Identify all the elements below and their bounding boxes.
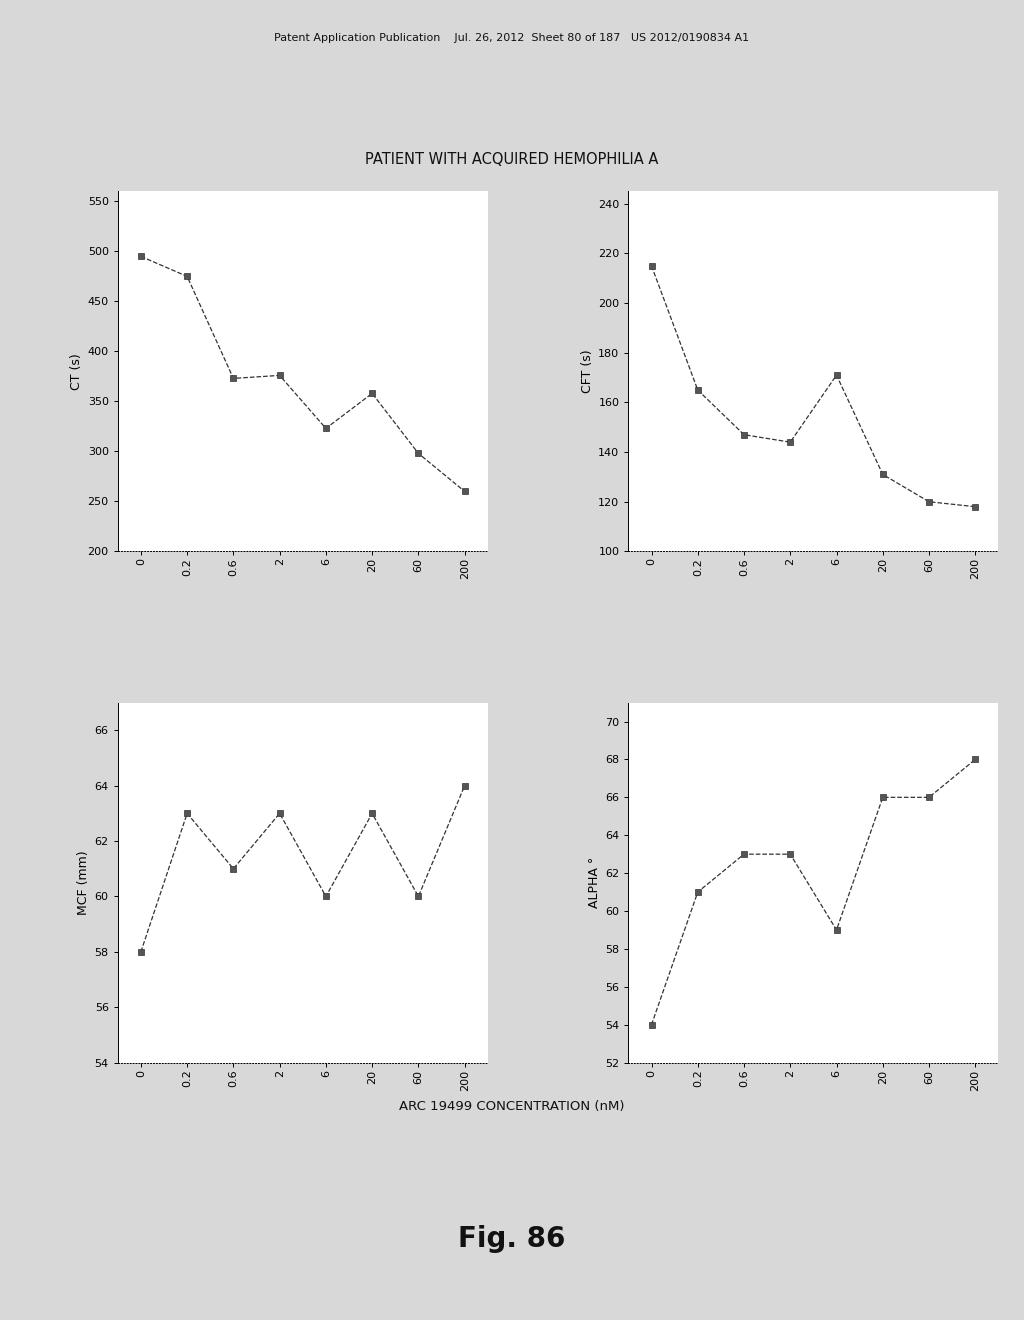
Y-axis label: ALPHA °: ALPHA °	[588, 857, 601, 908]
Text: Fig. 86: Fig. 86	[459, 1225, 565, 1253]
Text: Patent Application Publication    Jul. 26, 2012  Sheet 80 of 187   US 2012/01908: Patent Application Publication Jul. 26, …	[274, 33, 750, 44]
Y-axis label: CT (s): CT (s)	[71, 352, 83, 389]
Y-axis label: MCF (mm): MCF (mm)	[78, 850, 90, 915]
Y-axis label: CFT (s): CFT (s)	[581, 350, 594, 393]
Text: ARC 19499 CONCENTRATION (nM): ARC 19499 CONCENTRATION (nM)	[399, 1100, 625, 1113]
Text: PATIENT WITH ACQUIRED HEMOPHILIA A: PATIENT WITH ACQUIRED HEMOPHILIA A	[366, 152, 658, 166]
